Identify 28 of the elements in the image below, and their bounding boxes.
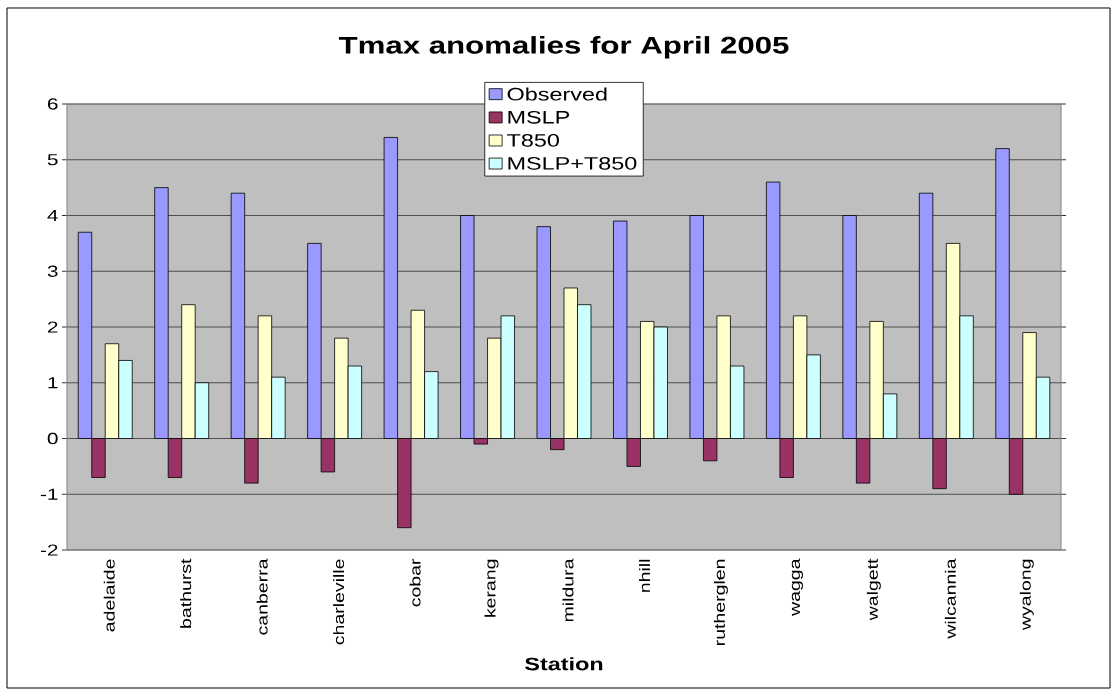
legend-label: MSLP+T850 [508,157,637,170]
x-tick-label: wagga [791,558,803,617]
y-tick-label: 0 [47,432,58,445]
x-tick-label: wyalong [1019,559,1034,631]
y-tick-label: 4 [47,209,58,221]
x-tick-label: wilcannia [944,558,956,639]
y-tick-label: 2 [47,321,58,333]
y-tick-label: 6 [47,98,58,110]
legend-label: Observed [507,87,607,101]
x-tick-label: cobar [409,558,421,607]
x-tick-label: walgett [866,558,881,621]
x-tick-label: rutherglen [713,559,728,646]
x-tick-label: canberra [256,558,268,635]
y-tick-label: -2 [40,544,58,556]
y-tick-label: 5 [47,154,58,166]
y-tick-label: 1 [48,377,58,389]
x-tick-label: nhill [639,559,650,592]
legend-label: MSLP [508,110,570,124]
y-tick-label: -1 [40,488,58,500]
x-axis-title: Station [525,657,603,671]
x-tick-label: bathurst [180,558,192,628]
x-tick-label: adelaide [103,559,115,632]
y-tick-label: 3 [47,265,58,277]
x-tick-label: mildura [562,558,574,622]
chart-title: Tmax anomalies for April 2005 [338,36,789,59]
x-tick-label: kerang [484,559,499,617]
legend-label: T850 [507,133,559,147]
x-tick-label: charleville [333,559,345,645]
